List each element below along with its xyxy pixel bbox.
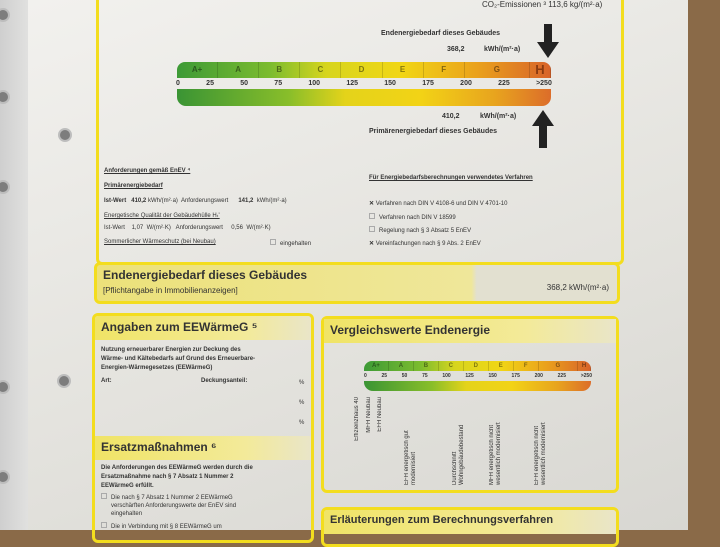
primary-demand-title: Primärenergiebedarf — [104, 183, 163, 189]
final-energy-title: Endenergiebedarf dieses Gebäudes — [103, 268, 308, 282]
primary-energy-arrow-stem — [539, 126, 547, 148]
punch-hole — [58, 128, 72, 142]
eewaermeg-title: Angaben zum EEWärmeG ⁵ — [95, 316, 311, 340]
method-title: Für Energiebedarfsberechnungen verwendet… — [369, 175, 533, 181]
method-item[interactable]: ✕ Verfahren nach DIN V 4108-6 und DIN V … — [369, 201, 508, 207]
comparison-label: MFH Neubau — [366, 397, 372, 433]
end-energy-arrow-icon — [544, 24, 552, 44]
ersatz-option[interactable]: Die in Verbindung mit § 8 EEWärmeG um — [101, 522, 222, 530]
method-item[interactable]: Regelung nach § 3 Absatz 5 EnEV — [369, 226, 471, 234]
primary-energy-value: 410,2 — [442, 113, 460, 120]
final-energy-value: 368,2 kWh/(m²·a) — [546, 283, 609, 292]
share-label: Deckungsanteil: — [201, 378, 248, 384]
energy-class-scale: A+ A B C D E F G H — [177, 62, 551, 78]
eewaermeg-box: Angaben zum EEWärmeG ⁵ Nutzung erneuerba… — [92, 313, 314, 543]
explanation-box: Erläuterungen zum Berechnungsverfahren — [321, 507, 619, 547]
comparison-label: EFH energetisch nicht wesentlich moderni… — [534, 422, 547, 485]
requirements-title: Anforderungen gemäß EnEV ⁴ — [104, 168, 191, 174]
percent-sign: % — [299, 400, 305, 406]
percent-sign: % — [299, 380, 305, 386]
scale-ticks: 0 25 50 75 100 125 150 175 200 225 >250 — [176, 80, 552, 87]
comparison-label: EFH Neubau — [377, 397, 383, 432]
method-item[interactable]: Verfahren nach DIN V 18599 — [369, 213, 456, 221]
final-energy-box: Endenergiebedarf dieses Gebäudes [Pflich… — [94, 262, 620, 304]
art-label: Art: — [101, 378, 112, 384]
percent-sign: % — [299, 420, 305, 426]
punch-hole — [0, 8, 10, 22]
comparison-label: EFH energetisch gut modernisiert — [404, 430, 417, 485]
hull-actual-row: Ist-Wert 1,07 W/(m²·K) Anforderungswert … — [104, 225, 271, 231]
final-energy-subtitle: [Pflichtangabe in Immobilienanzeigen] — [103, 286, 238, 295]
end-energy-value: 368,2 — [447, 46, 465, 53]
punch-hole — [0, 470, 10, 484]
primary-energy-unit: kWh/(m²·a) — [480, 113, 517, 120]
energy-gradient-bar — [177, 89, 551, 106]
end-energy-unit: kWh/(m²·a) — [484, 46, 521, 53]
comparison-label: MFH energetisch nicht wesentlich moderni… — [489, 422, 502, 485]
end-energy-arrow-head-icon — [537, 42, 559, 58]
comparison-label: Durchschnitt Wohngebäudebestand — [452, 424, 465, 485]
eewaermeg-text: Nutzung erneuerbarer Energien zur Deckun… — [101, 347, 256, 371]
explanation-title: Erläuterungen zum Berechnungsverfahren — [324, 510, 616, 534]
ersatz-option[interactable]: Die nach § 7 Absatz 1 Nummer 2 EEWärmeG v… — [101, 493, 236, 518]
summer-protection-label: Sommerlicher Wärmeschutz (bei Neubau) — [104, 239, 216, 245]
punch-hole — [0, 180, 10, 194]
comparison-gradient — [364, 381, 591, 391]
punch-hole — [0, 90, 10, 104]
summer-checkbox[interactable]: eingehalten — [270, 239, 311, 247]
comparison-label: Effizienzhaus 40 — [354, 397, 360, 441]
end-energy-label: Endenergiebedarf dieses Gebäudes — [381, 30, 501, 37]
primary-energy-label: Primärenergiebedarf dieses Gebäudes — [369, 128, 497, 135]
ersatz-title: Ersatzmaßnahmen ⁶ — [95, 436, 311, 460]
comparison-ticks: 0 25 50 75 100 125 150 175 200 225 >250 — [364, 373, 592, 379]
comparison-scale: A+ A B C D E F G H — [364, 361, 591, 371]
hull-quality-title: Energetische Qualität der Gebäudehülle H… — [104, 213, 220, 219]
punch-hole — [57, 374, 71, 388]
punch-hole — [0, 380, 10, 394]
comparison-title: Vergleichswerte Endenergie — [324, 319, 616, 343]
ersatz-text: Die Anforderungen des EEWärmeG werden du… — [101, 465, 253, 489]
method-item[interactable]: ✕ Vereinfachungen nach § 9 Abs. 2 EnEV — [369, 241, 481, 247]
primary-energy-arrow-icon — [532, 110, 554, 126]
co2-emissions: CO₂-Emissionen ³ 113,6 kg/(m²·a) — [482, 0, 603, 9]
primary-actual-row: Ist-Wert 410,2 kWh/(m²·a) Anforderungswe… — [104, 198, 287, 204]
